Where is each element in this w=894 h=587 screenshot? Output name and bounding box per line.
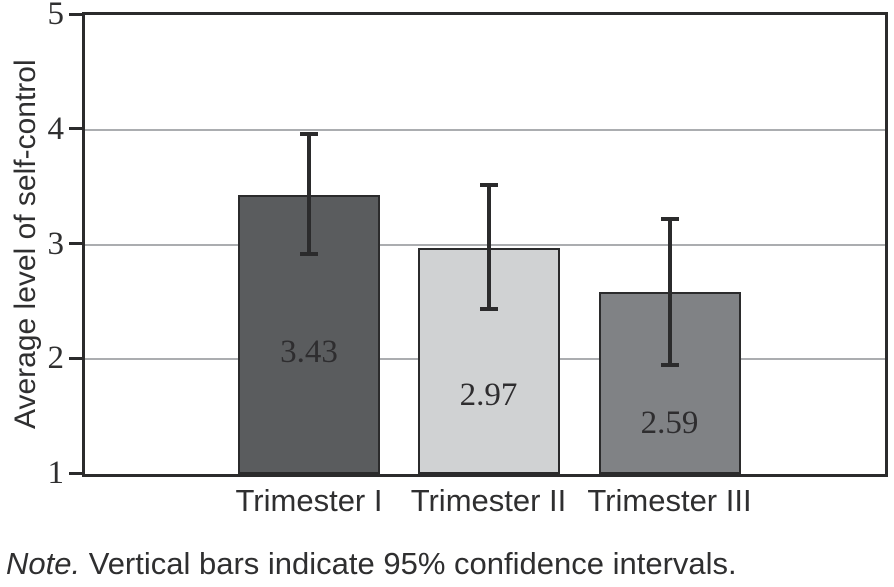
y-tick-label: 2	[47, 340, 65, 377]
error-bar-line	[486, 184, 491, 309]
y-axis-tick	[69, 471, 82, 475]
y-axis-tick	[69, 356, 82, 360]
error-bar-line	[307, 134, 311, 254]
note-label: Note.	[6, 546, 81, 581]
error-bar-cap-bottom	[479, 306, 498, 311]
error-bar-cap-bottom	[660, 362, 679, 367]
y-axis-tick	[69, 242, 82, 245]
x-category-label: Trimester I	[235, 483, 383, 518]
y-tick-label: 5	[47, 0, 65, 32]
error-bar-cap-top	[660, 217, 679, 222]
grid-line	[85, 128, 885, 131]
bar-value-label: 2.97	[459, 377, 518, 413]
grid-line	[85, 243, 885, 246]
note-text: Vertical bars indicate 95% confidence in…	[80, 546, 737, 581]
plot-area: 3.43 2.97 2.59	[82, 12, 888, 477]
error-bar-cap-top	[479, 182, 498, 187]
x-category-label: Trimester III	[587, 483, 752, 518]
error-bar-cap-top	[300, 132, 318, 137]
note: Note. Vertical bars indicate 95% confide…	[6, 546, 737, 582]
y-tick-label: 1	[47, 455, 65, 491]
bar-value-label: 2.59	[640, 405, 699, 441]
y-tick-label: 3	[47, 225, 65, 262]
y-axis-tick	[69, 12, 82, 16]
error-bar-line	[667, 219, 672, 365]
bar-value-label: 3.43	[280, 334, 338, 370]
error-bar-cap-bottom	[300, 251, 318, 256]
x-category-label: Trimester II	[410, 483, 567, 518]
y-tick-label: 4	[47, 110, 65, 147]
y-axis-tick	[69, 127, 82, 131]
